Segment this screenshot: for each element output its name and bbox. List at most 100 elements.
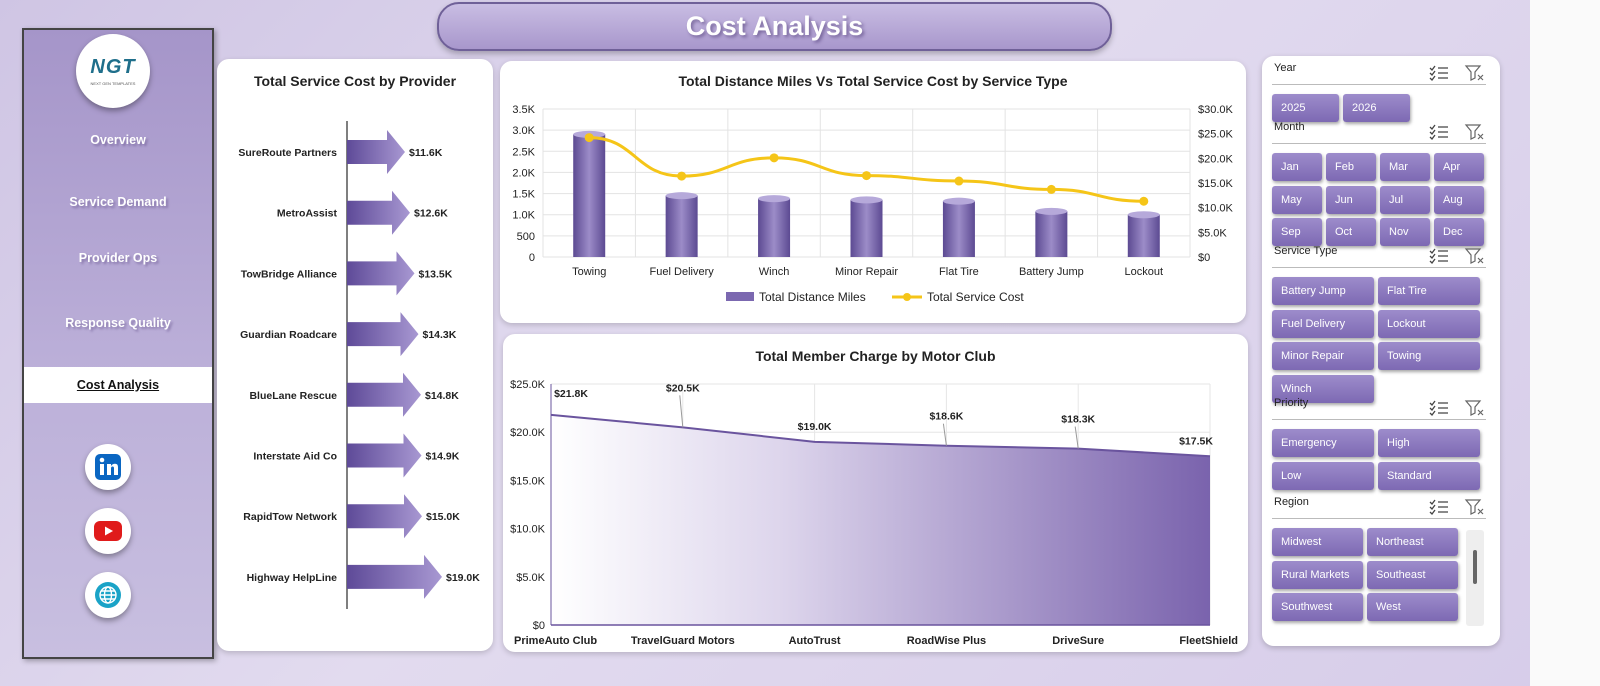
provider-label: Interstate Aid Co: [253, 451, 337, 463]
slicer-item-year-2025[interactable]: 2025: [1272, 94, 1339, 122]
x-tick-label: Flat Tire: [939, 266, 979, 278]
slicer-item-month-feb[interactable]: Feb: [1326, 153, 1376, 181]
slicer-item-service-type-battery-jump[interactable]: Battery Jump: [1272, 277, 1374, 305]
clear-filter-icon[interactable]: [1464, 247, 1486, 265]
slicer-item-month-may[interactable]: May: [1272, 185, 1322, 214]
y-tick: $0: [533, 620, 545, 632]
nav-overview[interactable]: Overview: [90, 133, 146, 147]
slicer-item-priority-high[interactable]: High: [1378, 429, 1480, 457]
slicer-title-month: Month: [1274, 121, 1305, 133]
provider-label: SureRoute Partners: [238, 147, 337, 159]
provider-value-label: $14.8K: [425, 390, 459, 402]
x-tick-label: DriveSure: [1052, 635, 1104, 647]
provider-value-label: $12.6K: [414, 208, 448, 220]
slicer-item-priority-emergency[interactable]: Emergency: [1272, 429, 1374, 457]
website-button[interactable]: [85, 572, 131, 618]
clear-filter-icon[interactable]: [1464, 399, 1486, 417]
clear-filter-icon[interactable]: [1464, 123, 1486, 141]
slicer-item-month-oct[interactable]: Oct: [1326, 218, 1376, 247]
member-charge-line: [550, 413, 1211, 458]
distance-vs-cost-card: Total Distance Miles Vs Total Service Co…: [500, 61, 1246, 323]
slicer-divider: [1272, 84, 1486, 85]
y-tick: $20.0K: [510, 427, 546, 439]
provider-label: Guardian Roadcare: [240, 329, 337, 341]
data-label-leader: [1074, 426, 1079, 449]
x-tick-label: FleetShield: [1179, 635, 1238, 647]
slicer-item-service-type-flat-tire[interactable]: Flat Tire: [1378, 277, 1480, 305]
linkedin-button[interactable]: [85, 444, 131, 490]
slicer-item-service-type-fuel-delivery[interactable]: Fuel Delivery: [1272, 309, 1374, 338]
legend-swatch-bars: [726, 292, 754, 301]
y-left-tick: 3.0K: [512, 125, 535, 137]
bar-cap: [850, 196, 883, 204]
slicer-toolbar: [1428, 123, 1488, 141]
slicer-item-region-southeast[interactable]: Southeast: [1367, 560, 1458, 589]
data-label: $18.3K: [1061, 414, 1095, 426]
provider-bar: [347, 190, 410, 235]
multi-select-icon[interactable]: [1428, 247, 1450, 265]
slicer-item-month-jun[interactable]: Jun: [1326, 185, 1376, 214]
slicer-item-service-type-towing[interactable]: Towing: [1378, 342, 1480, 371]
multi-select-icon[interactable]: [1428, 498, 1450, 516]
slicer-divider: [1272, 518, 1486, 519]
multi-select-icon[interactable]: [1428, 399, 1450, 417]
slicer-item-priority-low[interactable]: Low: [1272, 461, 1374, 490]
multi-select-icon[interactable]: [1428, 123, 1450, 141]
slicer-item-month-jan[interactable]: Jan: [1272, 153, 1322, 181]
slicer-toolbar: [1428, 498, 1488, 516]
x-tick-label: TravelGuard Motors: [631, 635, 735, 647]
slicer-item-month-dec[interactable]: Dec: [1434, 218, 1484, 247]
clear-filter-icon[interactable]: [1464, 64, 1486, 82]
ngt-logo: NGT NEXT GEN TEMPLATES: [76, 34, 150, 108]
slicer-item-month-jul[interactable]: Jul: [1380, 185, 1430, 214]
y-right-tick: $10.0K: [1198, 203, 1234, 215]
y-left-tick: 0: [529, 252, 535, 264]
y-tick: $10.0K: [510, 524, 546, 536]
provider-value-label: $14.3K: [423, 329, 457, 341]
y-right-tick: $0: [1198, 252, 1210, 264]
provider-label: Highway HelpLine: [247, 572, 338, 584]
member-charge-area: [551, 414, 1210, 625]
slicer-item-month-mar[interactable]: Mar: [1380, 153, 1430, 181]
slicer-item-region-midwest[interactable]: Midwest: [1272, 528, 1363, 556]
slicer-item-priority-standard[interactable]: Standard: [1378, 461, 1480, 490]
data-label: $21.8K: [554, 388, 588, 400]
nav-service-demand[interactable]: Service Demand: [69, 195, 167, 209]
multi-select-icon[interactable]: [1428, 64, 1450, 82]
youtube-button[interactable]: [85, 508, 131, 554]
slicer-item-month-aug[interactable]: Aug: [1434, 185, 1484, 214]
provider-bar: [347, 312, 419, 357]
provider-bar: [347, 554, 442, 599]
service-cost-line: [589, 136, 1144, 203]
slicer-item-month-sep[interactable]: Sep: [1272, 218, 1322, 247]
slicer-item-month-nov[interactable]: Nov: [1380, 218, 1430, 247]
legend-label: Total Service Cost: [927, 290, 1024, 304]
clear-filter-icon[interactable]: [1464, 498, 1486, 516]
nav-cost-analysis[interactable]: Cost Analysis: [24, 367, 212, 403]
slicer-item-service-type-winch[interactable]: Winch: [1272, 375, 1374, 404]
slicer-item-region-west[interactable]: West: [1367, 593, 1458, 622]
provider-value-label: $13.5K: [419, 268, 453, 280]
nav-response-quality[interactable]: Response Quality: [65, 316, 171, 330]
slicer-item-service-type-minor-repair[interactable]: Minor Repair: [1272, 342, 1374, 371]
region-scrollbar[interactable]: [1466, 530, 1484, 626]
slicer-item-service-type-lockout[interactable]: Lockout: [1378, 309, 1480, 338]
slicer-item-month-apr[interactable]: Apr: [1434, 153, 1484, 181]
slicer-toolbar: [1428, 64, 1488, 82]
slicer-item-year-2026[interactable]: 2026: [1343, 94, 1410, 122]
slicer-item-region-rural-markets[interactable]: Rural Markets: [1272, 560, 1363, 589]
y-tick: $5.0K: [516, 572, 545, 584]
data-label: $20.5K: [666, 382, 700, 394]
x-tick-label: RoadWise Plus: [907, 635, 986, 647]
distance-bar: [573, 134, 606, 257]
legend-label: Total Distance Miles: [759, 290, 866, 304]
slicer-toolbar: [1428, 247, 1488, 265]
slicer-item-region-southwest[interactable]: Southwest: [1272, 593, 1363, 622]
y-right-tick: $15.0K: [1198, 178, 1234, 190]
member-charge-card: Total Member Charge by Motor Club $0 $5.0…: [503, 334, 1248, 652]
x-tick-label: Towing: [572, 266, 606, 278]
nav-provider-ops[interactable]: Provider Ops: [78, 251, 158, 265]
scrollbar-thumb[interactable]: [1473, 550, 1477, 584]
slicer-item-region-northeast[interactable]: Northeast: [1367, 528, 1458, 556]
